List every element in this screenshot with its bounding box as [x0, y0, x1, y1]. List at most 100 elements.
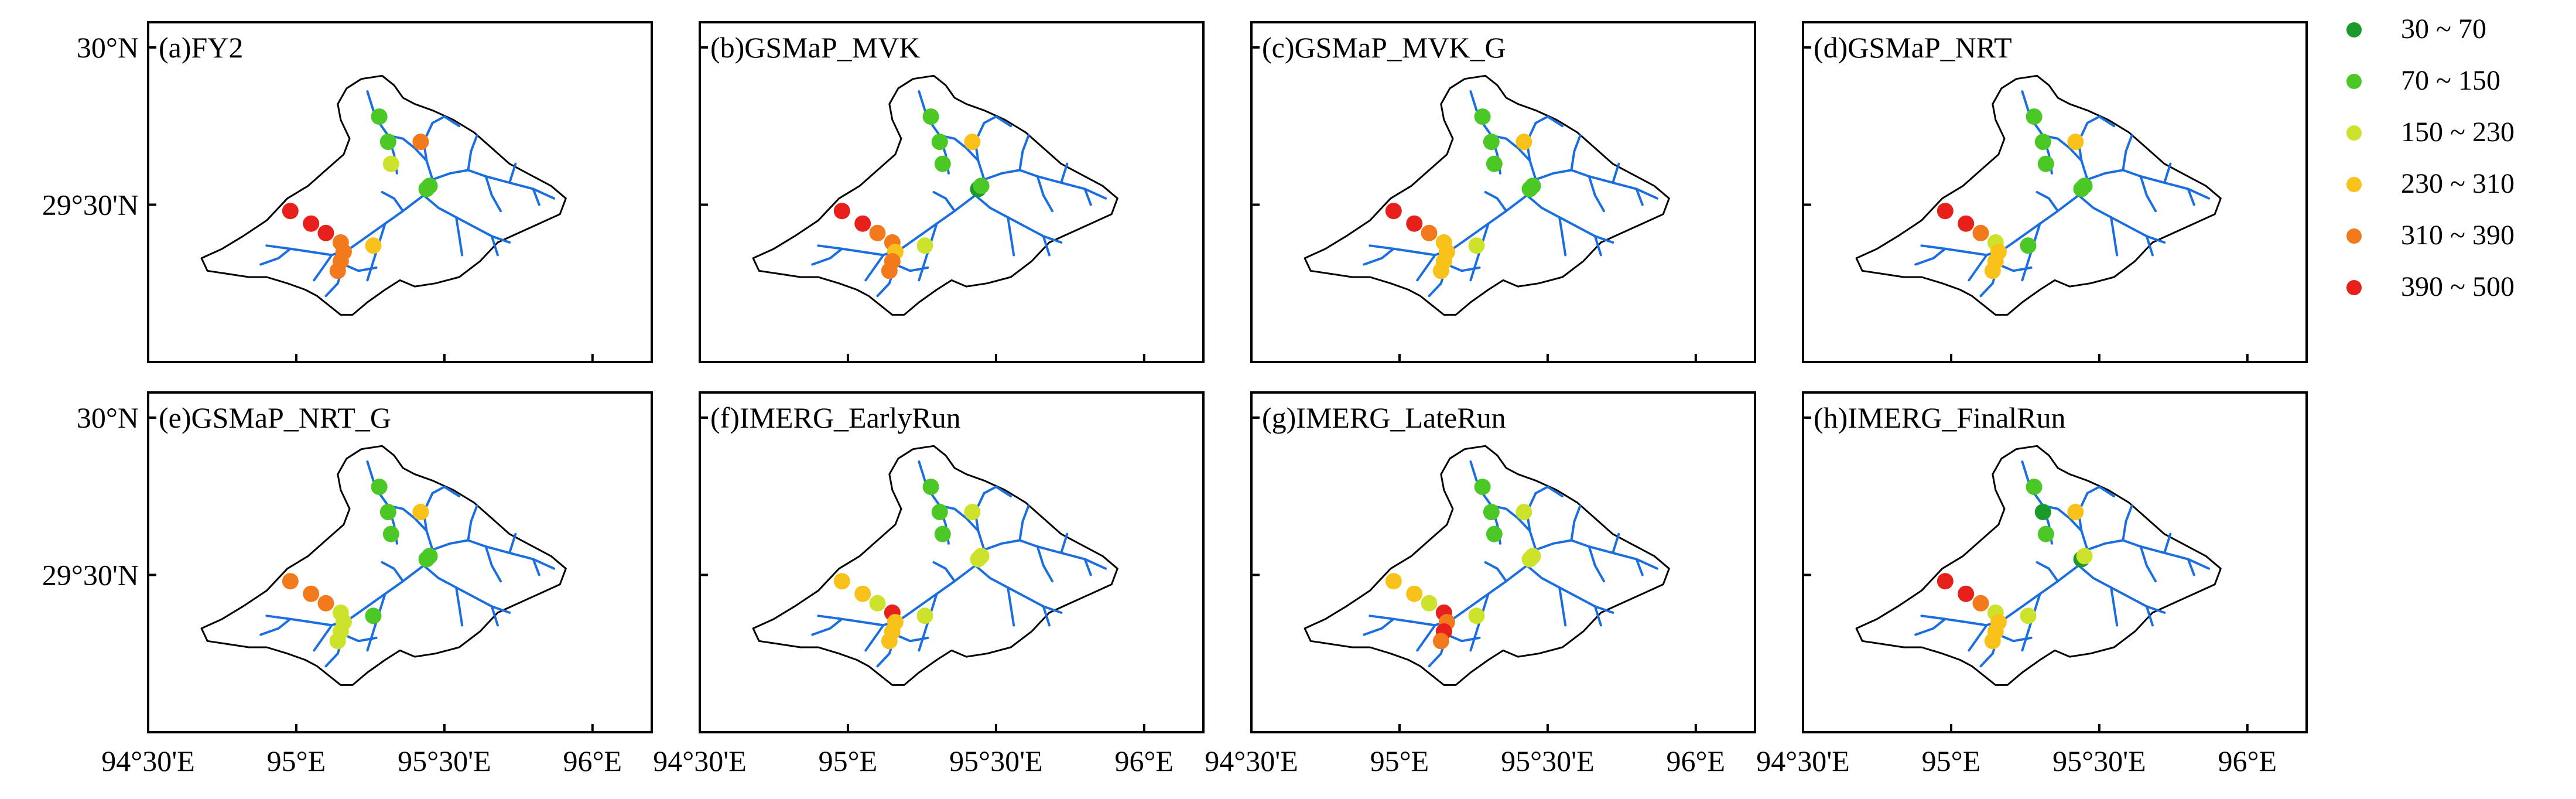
legend-label: 390 ~ 500 [2401, 271, 2515, 302]
station-dot [964, 504, 981, 521]
river-line [532, 558, 540, 576]
legend-dot [2346, 280, 2362, 295]
station-dot [1421, 224, 1438, 241]
river-line [1914, 247, 1946, 266]
station-dot [317, 595, 334, 612]
river-line [2036, 191, 2060, 213]
x-tick-label: 94°30'E [101, 745, 195, 777]
station-dot [2020, 237, 2037, 254]
panel-frame [1250, 21, 1756, 363]
basin-boundary [1304, 74, 1670, 316]
river-line [1445, 633, 1481, 643]
station-dot [1385, 573, 1402, 590]
station-dot [282, 573, 299, 590]
river-line [422, 194, 511, 244]
panel-label: (g)IMERG_LateRun [1262, 401, 1506, 434]
river-line [532, 187, 540, 206]
station-dot [854, 215, 871, 232]
station-dot [1468, 607, 1485, 624]
river-line [342, 263, 378, 272]
river-line [1363, 617, 1395, 636]
river-line [1042, 235, 1051, 257]
river-line [313, 624, 333, 652]
x-tick-label: 94°30'E [1205, 745, 1298, 777]
river-line [2145, 235, 2154, 257]
station-dot [365, 607, 382, 624]
river-line [2187, 187, 2195, 206]
station-dot [922, 479, 939, 496]
river-line [508, 532, 517, 554]
station-dot [922, 108, 939, 125]
station-dot [303, 215, 320, 232]
river-line [259, 617, 292, 636]
station-dot [371, 108, 388, 125]
station-dot [1958, 215, 1975, 232]
legend-dot [2346, 22, 2362, 37]
station-dot [282, 203, 299, 220]
map-panel: (b)GSMaP_MVK [699, 21, 1205, 363]
station-dot [329, 633, 346, 650]
basin-boundary [200, 74, 567, 316]
legend-label: 230 ~ 310 [2401, 168, 2515, 199]
x-tick-label: 95°E [1370, 745, 1429, 777]
river-line [1060, 162, 1069, 184]
river-line [2077, 564, 2166, 614]
station-dot [973, 548, 990, 565]
x-tick-label: 96°E [2218, 745, 2277, 777]
river-line [1534, 486, 1564, 498]
station-dot [2034, 134, 2051, 151]
river-line [1018, 504, 1030, 542]
river-line [2077, 194, 2166, 244]
river-line [2122, 504, 2133, 542]
river-line [1428, 652, 1442, 668]
legend-label: 310 ~ 390 [2401, 220, 2515, 251]
river-line [974, 194, 1063, 244]
station-dot [2034, 504, 2051, 521]
station-dot [973, 177, 990, 194]
basin-boundary [752, 445, 1118, 686]
panel-frame [1250, 391, 1756, 733]
station-dot [1474, 108, 1491, 125]
station-dot [931, 134, 948, 151]
river-line [1484, 191, 1508, 213]
station-dot [2020, 607, 2037, 624]
station-dot [2026, 108, 2043, 125]
river-line [2139, 545, 2157, 583]
river-line [508, 162, 517, 184]
map-panel: (d)GSMaP_NRT [1802, 21, 2308, 363]
station-dot [1972, 224, 1989, 241]
panel-frame [699, 21, 1205, 363]
station-dot [421, 177, 438, 194]
station-dot [421, 548, 438, 565]
river-line [2086, 486, 2116, 498]
station-dot [382, 525, 399, 542]
station-dot [1468, 237, 1485, 254]
basin-boundary [1304, 445, 1670, 686]
station-dot [2067, 504, 2084, 521]
basin-boundary [752, 74, 1118, 316]
river-line [974, 564, 1063, 614]
river-line [1588, 545, 1605, 583]
river-line [811, 247, 843, 266]
station-dot [869, 595, 886, 612]
river-line [484, 545, 502, 583]
station-dot [931, 504, 948, 521]
station-dot [1432, 262, 1449, 279]
panel-frame [1802, 21, 2308, 363]
river-line [1997, 633, 2033, 643]
legend-item: 390 ~ 500 [2334, 269, 2568, 305]
panel-frame [699, 391, 1205, 733]
river-line [811, 617, 843, 636]
station-dot [854, 585, 871, 602]
station-dot [379, 504, 396, 521]
x-tick-label: 94°30'E [1756, 745, 1850, 777]
panel-label: (f)IMERG_EarlyRun [710, 401, 961, 434]
river-line [894, 263, 929, 272]
station-dot [934, 525, 951, 542]
basin-boundary [1855, 445, 2222, 686]
x-tick-label: 96°E [563, 745, 622, 777]
station-dot [371, 479, 388, 496]
river-line [983, 115, 1012, 128]
station-dot [412, 504, 429, 521]
river-line [1083, 187, 1092, 206]
